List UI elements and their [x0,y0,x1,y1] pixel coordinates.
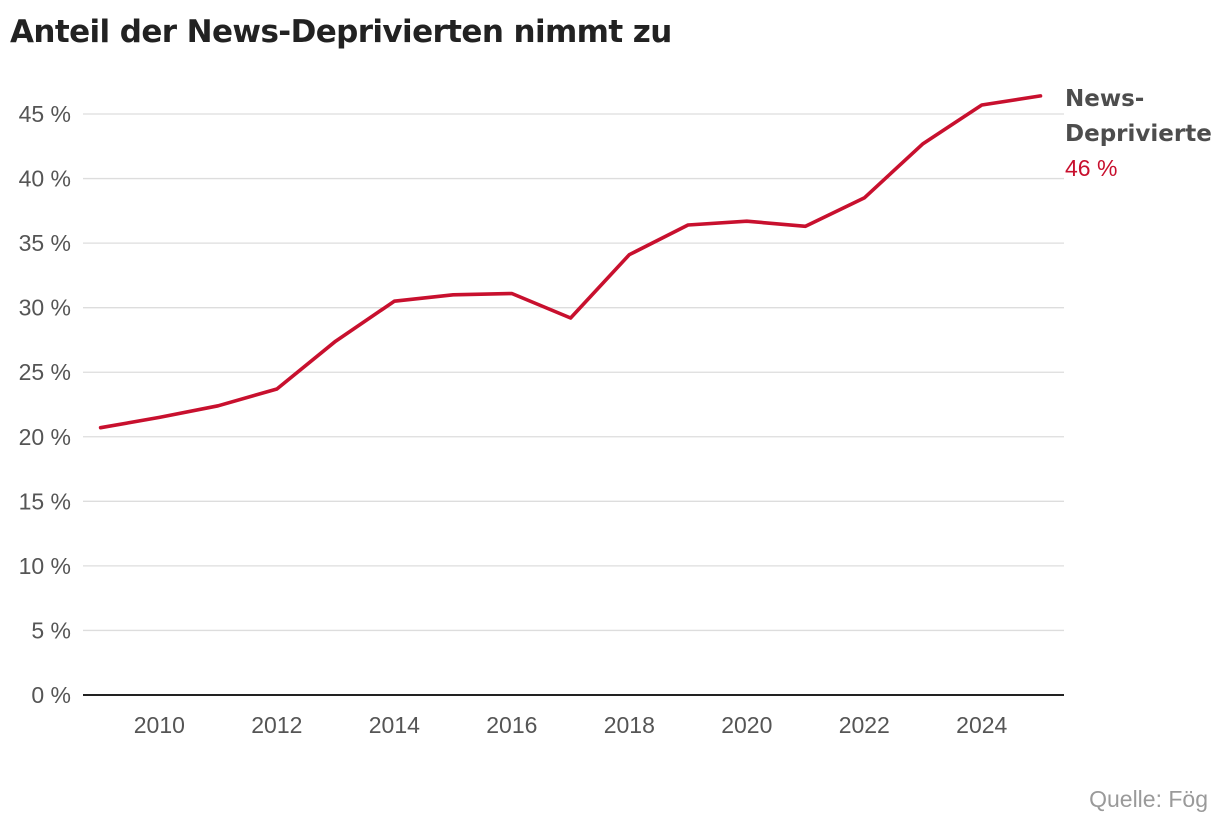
x-tick-label-2016: 2016 [486,712,537,738]
x-axis-ticks: 2010 2012 2014 2016 2018 2020 2022 2024 [134,712,1008,738]
series-end-labels: News- Deprivierte 46 % [1065,86,1212,181]
data-point-2013 [334,339,338,343]
data-point-2009 [99,426,103,430]
y-tick-label-35: 35 % [19,230,71,256]
data-point-2023 [921,142,925,146]
data-point-2010 [157,415,161,419]
data-point-2017 [569,316,573,320]
series-group [98,94,1043,430]
data-point-2016 [510,291,514,295]
grid-lines [83,113,1064,632]
data-point-2019 [686,223,690,227]
x-tick-label-2010: 2010 [134,712,185,738]
y-tick-label-30: 30 % [19,295,71,321]
data-point-2011 [216,404,220,408]
series-name-line-1: News- [1065,86,1144,112]
y-tick-label-20: 20 % [19,424,71,450]
series-name-line-2: Deprivierte [1065,121,1212,147]
data-point-2018 [627,253,631,257]
x-tick-label-2018: 2018 [604,712,655,738]
data-point-2014 [392,299,396,303]
x-tick-label-2022: 2022 [839,712,890,738]
data-point-2024 [980,103,984,107]
series-end-value: 46 % [1065,155,1117,181]
series-line-news-deprivierte [98,94,1043,430]
x-tick-label-2020: 2020 [721,712,772,738]
x-tick-label-2012: 2012 [251,712,302,738]
data-point-2015 [451,293,455,297]
y-tick-label-10: 10 % [19,553,71,579]
x-tick-label-2024: 2024 [956,712,1007,738]
y-tick-label-5: 5 % [31,617,71,643]
y-tick-label-45: 45 % [19,101,71,127]
source-note: Quelle: Fög [1089,786,1208,812]
y-tick-label-25: 25 % [19,359,71,385]
data-point-2020 [745,219,749,223]
data-point-2021 [804,224,808,228]
chart-title: Anteil der News-Deprivierten nimmt zu [10,14,672,50]
y-tick-label-15: 15 % [19,488,71,514]
y-tick-label-0: 0 % [31,682,71,708]
data-point-2012 [275,387,279,391]
y-tick-label-40: 40 % [19,166,71,192]
x-tick-label-2014: 2014 [369,712,420,738]
data-point-2025 [1039,94,1043,98]
y-axis-ticks: 0 % 5 % 10 % 15 % 20 % 25 % 30 % 35 % 40 % 45 % [19,101,71,708]
data-point-2022 [862,196,866,200]
